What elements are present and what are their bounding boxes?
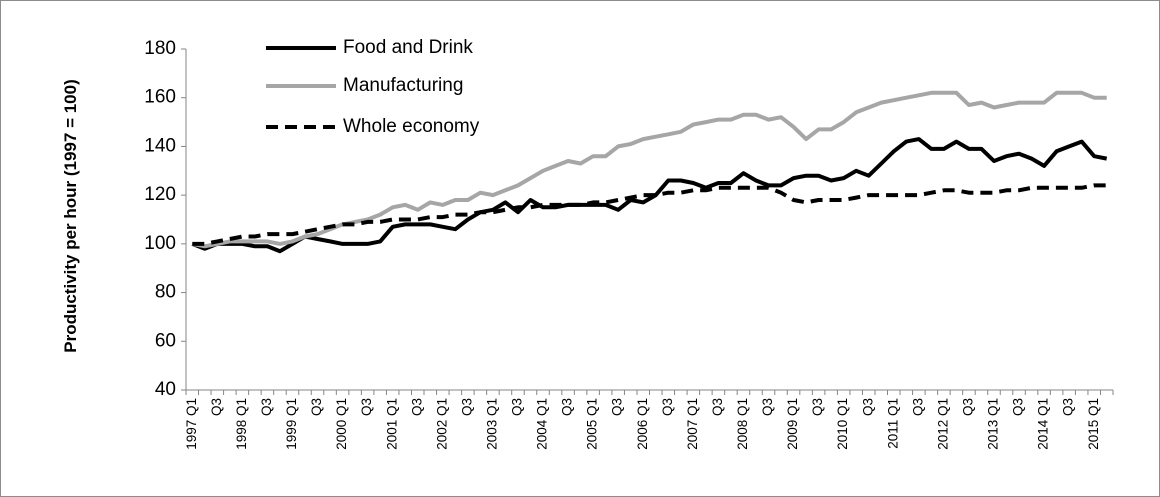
x-tick-label: 2006 Q1 bbox=[635, 398, 650, 450]
x-tick-label: Q3 bbox=[710, 398, 725, 416]
y-tick-label: 140 bbox=[144, 135, 176, 156]
x-tick-label: Q3 bbox=[409, 398, 424, 416]
x-tick-label: 2012 Q1 bbox=[935, 398, 950, 450]
x-tick-label: 2001 Q1 bbox=[384, 398, 399, 450]
series-line bbox=[191, 90, 1107, 249]
legend-label: Whole economy bbox=[343, 116, 480, 137]
y-tick-label: 180 bbox=[144, 38, 176, 59]
x-tick-label: 2009 Q1 bbox=[785, 398, 800, 450]
y-tick-label: 120 bbox=[144, 184, 176, 205]
y-tick-label: 60 bbox=[155, 330, 176, 351]
x-tick-label: 2002 Q1 bbox=[434, 398, 449, 450]
x-tick-label: 2015 Q1 bbox=[1086, 398, 1101, 450]
x-tick-label: 2003 Q1 bbox=[484, 398, 499, 450]
series-line bbox=[192, 183, 1107, 246]
x-tick-label: Q3 bbox=[459, 398, 474, 416]
x-tick-label: Q3 bbox=[259, 398, 274, 416]
x-tick-label: 2010 Q1 bbox=[835, 398, 850, 450]
y-tick-label: 160 bbox=[144, 87, 176, 108]
x-tick-label: 2008 Q1 bbox=[735, 398, 750, 450]
x-tick-label: Q3 bbox=[660, 398, 675, 416]
x-tick-label: 2005 Q1 bbox=[585, 398, 600, 450]
x-tick-label: 2000 Q1 bbox=[334, 398, 349, 450]
x-tick-label: 2011 Q1 bbox=[885, 398, 900, 449]
x-tick-label: Q3 bbox=[961, 398, 976, 416]
series-line bbox=[191, 137, 1108, 254]
y-tick-label: 80 bbox=[155, 282, 176, 303]
x-tick-label: Q3 bbox=[560, 398, 575, 416]
legend-label: Manufacturing bbox=[343, 75, 463, 96]
x-tick-label: 2013 Q1 bbox=[986, 398, 1001, 450]
y-tick-label: 100 bbox=[144, 233, 176, 254]
x-tick-label: 2004 Q1 bbox=[535, 398, 550, 450]
x-tick-label: 1999 Q1 bbox=[284, 398, 299, 450]
x-tick-label: Q3 bbox=[810, 398, 825, 416]
legend-label: Food and Drink bbox=[343, 37, 473, 58]
x-tick-label: Q3 bbox=[359, 398, 374, 416]
x-tick-label: 2007 Q1 bbox=[685, 398, 700, 450]
x-tick-label: Q3 bbox=[1061, 398, 1076, 416]
x-tick-label: 1997 Q1 bbox=[184, 398, 199, 450]
x-tick-label: 2014 Q1 bbox=[1036, 398, 1051, 450]
x-tick-label: Q3 bbox=[209, 398, 224, 416]
y-axis-label: Productivity per hour (1997 = 100) bbox=[61, 79, 80, 353]
x-tick-label: Q3 bbox=[760, 398, 775, 416]
x-tick-label: Q3 bbox=[860, 398, 875, 416]
x-tick-label: Q3 bbox=[610, 398, 625, 416]
x-tick-label: Q3 bbox=[309, 398, 324, 416]
x-tick-label: 1998 Q1 bbox=[234, 398, 249, 450]
x-tick-label: Q3 bbox=[910, 398, 925, 416]
x-tick-label: Q3 bbox=[510, 398, 525, 416]
y-tick-label: 40 bbox=[155, 379, 176, 400]
x-tick-label: Q3 bbox=[1011, 398, 1026, 416]
